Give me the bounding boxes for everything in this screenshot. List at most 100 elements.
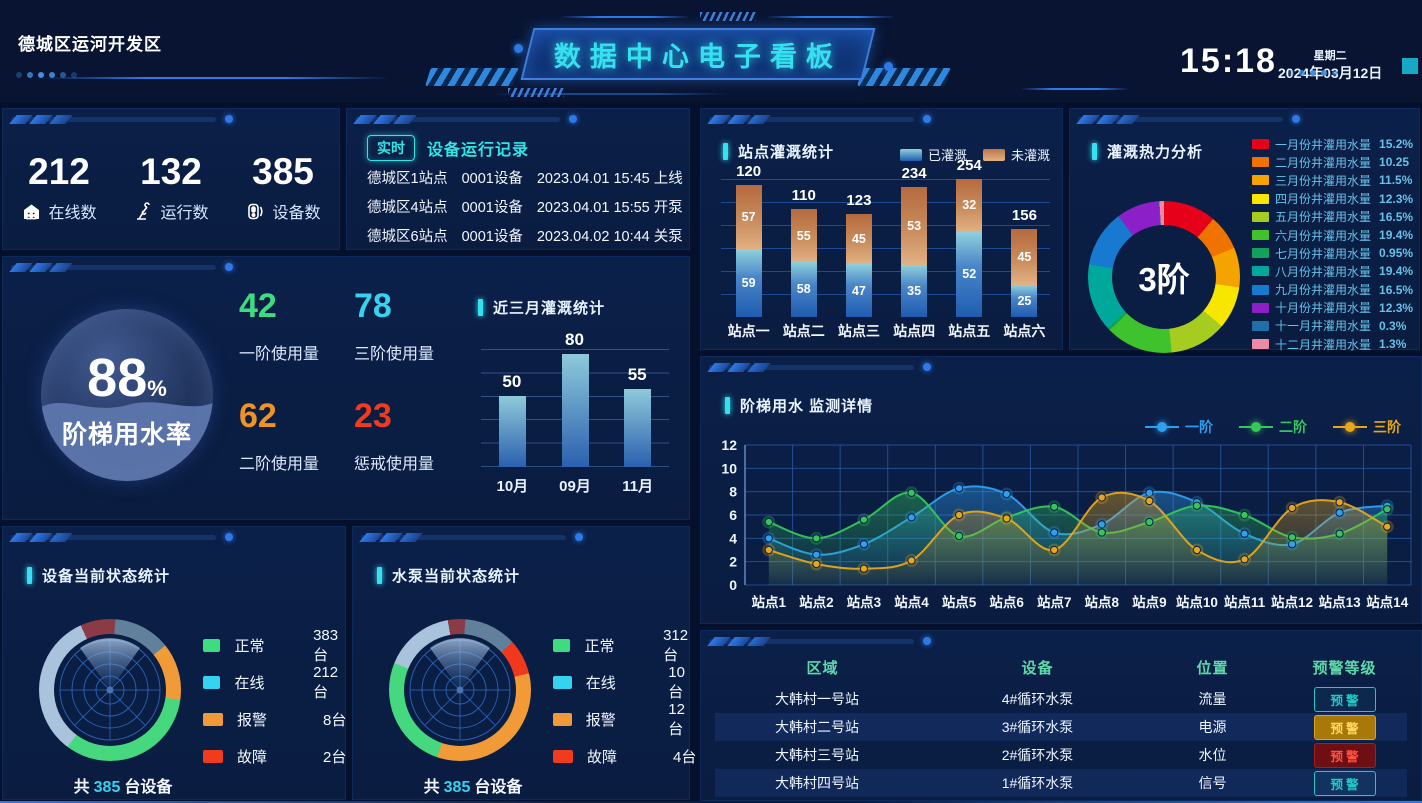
recent-months-title: 近三月灌溉统计	[493, 300, 606, 317]
heat-legend-item[interactable]: 十月份井灌用水量 12.3%	[1252, 299, 1415, 317]
radar-grid	[59, 638, 161, 741]
heat-legend-item[interactable]: 十一月井灌用水量 0.3%	[1252, 317, 1415, 335]
heat-legend-item[interactable]: 二月份井灌用水量 10.25	[1252, 153, 1415, 171]
record-row: 德城区4站点 0001设备 2023.04.01 15:55 开泵	[367, 194, 683, 223]
status-ring-chart	[39, 619, 181, 761]
heat-legend-item[interactable]: 八月份井灌用水量 19.4%	[1252, 262, 1415, 280]
radar-grid	[409, 638, 511, 741]
water-stat-二阶使用量: 62 二阶使用量	[239, 397, 354, 507]
mini-bar-value: 55	[627, 365, 647, 385]
cell-level: 预警	[1280, 686, 1409, 712]
panel-step-water: 阶梯用水 监测详情 一阶 二阶 三阶 0 2 4 6 8 10 12 站点1 站点2 站点3 站点4 站点…	[700, 356, 1422, 624]
header-hatch-bottom	[508, 88, 564, 97]
status-total: 共 385 台设备	[43, 773, 203, 797]
cell-level: 预警	[1280, 714, 1409, 740]
record-datetime-action: 2023.04.01 15:45 上线	[536, 171, 683, 187]
table-row[interactable]: 大韩村二号站 3#循环水泵 电源 预警	[715, 713, 1407, 741]
panel-device-stats: 212 在线数 132 运行数 385 设备数	[2, 108, 340, 250]
cell-device: 1#循环水泵	[1001, 775, 1074, 791]
status-legend-item[interactable]: 正常 312台	[553, 627, 698, 664]
segment-not-irrigated: 57	[735, 184, 762, 250]
table-row[interactable]: 大韩村一号站 4#循环水泵 流量 预警	[715, 685, 1407, 713]
total-prefix: 共	[423, 779, 440, 796]
legend-value: 0.3%	[1379, 318, 1407, 333]
water-stat-三阶使用量: 78 三阶使用量	[354, 287, 469, 397]
warning-button[interactable]: 预警	[1313, 742, 1376, 768]
status-legend-item[interactable]: 在线 212台	[203, 664, 348, 701]
heat-legend-item[interactable]: 十二月井灌用水量 1.3%	[1252, 335, 1415, 353]
line-legend-item-二阶[interactable]: 二阶	[1239, 417, 1307, 437]
legend-value: 12台	[668, 700, 685, 738]
status-legend-item[interactable]: 故障 4台	[553, 738, 698, 775]
stacked-bar: 47 45 123	[845, 192, 872, 317]
legend-item-已灌溉[interactable]: 已灌溉	[899, 145, 967, 164]
stat-item-在线数: 212 在线数	[21, 151, 97, 223]
legend-swatch	[1252, 339, 1269, 350]
status-legend: 正常 383台 在线 212台报警 8台故障 2台	[203, 627, 348, 775]
warning-button[interactable]: 预警	[1313, 686, 1376, 712]
legend-label: 已灌溉	[927, 148, 967, 163]
legend-value: 12.3%	[1379, 191, 1414, 206]
svg-text:6: 6	[729, 507, 737, 523]
line-legend-item-一阶[interactable]: 一阶	[1145, 417, 1213, 437]
cell-device: 2#循环水泵	[1001, 747, 1074, 763]
svg-text:站点9: 站点9	[1132, 594, 1167, 610]
status-legend-item[interactable]: 在线 10台	[553, 664, 698, 701]
svg-text:站点11: 站点11	[1224, 594, 1266, 610]
legend-dot	[1251, 422, 1261, 432]
legend-label: 报警	[237, 712, 268, 729]
date: 2024年03月12日	[1278, 65, 1383, 81]
chart-title: 站点灌溉统计	[723, 141, 834, 162]
chart-title: 灌溉热力分析	[1092, 141, 1203, 162]
title-tick	[725, 397, 730, 414]
legend-value: 2台	[323, 749, 347, 766]
status-legend-item[interactable]: 报警 8台	[203, 701, 348, 738]
line-legend-item-三阶[interactable]: 三阶	[1333, 417, 1401, 437]
heat-legend-item[interactable]: 四月份井灌用水量 12.3%	[1252, 190, 1415, 208]
status-legend-item[interactable]: 报警 12台	[553, 701, 698, 738]
legend-swatch	[899, 148, 922, 161]
clock-date: 星期二 2024年03月12日	[1278, 47, 1382, 83]
bar-total: 234	[901, 165, 927, 183]
legend-swatch	[1252, 175, 1269, 186]
cell-area: 大韩村三号站	[775, 747, 859, 763]
corner-block	[1402, 58, 1418, 74]
warning-button[interactable]: 预警	[1313, 770, 1376, 796]
svg-text:12: 12	[721, 437, 737, 453]
heat-legend-item[interactable]: 七月份井灌用水量 0.95%	[1252, 244, 1415, 262]
table-row[interactable]: 大韩村三号站 2#循环水泵 水位 预警	[715, 741, 1407, 769]
heat-legend-item[interactable]: 九月份井灌用水量 16.5%	[1252, 281, 1415, 299]
panel-deco	[707, 637, 937, 647]
heat-legend-item[interactable]: 一月份井灌用水量 15.2%	[1252, 135, 1415, 153]
records-title: 设备运行记录	[427, 142, 530, 159]
heat-analysis-title: 灌溉热力分析	[1107, 144, 1204, 161]
legend-label: 五月份井灌用水量	[1275, 210, 1372, 225]
heat-legend-item[interactable]: 三月份井灌用水量 11.5%	[1252, 171, 1415, 189]
station-irrigation-legend: 已灌溉 未灌溉	[899, 145, 1050, 164]
header-dots-left	[16, 72, 77, 78]
legend-swatch	[1252, 248, 1269, 259]
stat-label: 在线数	[21, 199, 97, 223]
panel-deco	[9, 115, 239, 125]
warning-button[interactable]: 预警	[1313, 714, 1376, 740]
panel-device-status: 设备当前状态统计 正常 383台 在线 212台 报警 8台 故障 2台共 385 台设备	[2, 526, 346, 800]
panel-deco	[353, 115, 583, 125]
cell-area: 大韩村二号站	[775, 719, 859, 735]
legend-swatch	[1252, 266, 1269, 277]
status-legend-item[interactable]: 正常 383台	[203, 627, 348, 664]
cell-device: 4#循环水泵	[1001, 691, 1074, 707]
water-stat-label: 二阶使用量	[239, 456, 320, 473]
status-legend-item[interactable]: 故障 2台	[203, 738, 348, 775]
legend-item-未灌溉[interactable]: 未灌溉	[982, 145, 1050, 164]
legend-label: 正常	[234, 638, 265, 655]
water-stat-value: 23	[354, 397, 392, 435]
table-row[interactable]: 大韩村四号站 1#循环水泵 信号 预警	[715, 769, 1407, 797]
heat-legend-item[interactable]: 五月份井灌用水量 16.5%	[1252, 208, 1415, 226]
legend-marker	[1145, 422, 1179, 432]
heat-legend-item[interactable]: 六月份井灌用水量 19.4%	[1252, 226, 1415, 244]
panel-alerts-table: 区域 设备 位置 预警等级 大韩村一号站 4#循环水泵 流量 预警 大韩村二号站 3#循环水泵 电源…	[700, 630, 1422, 801]
legend-marker	[1333, 422, 1367, 432]
legend-value: 8台	[323, 712, 347, 729]
legend-swatch	[1252, 139, 1269, 150]
column-header-设备: 设备	[1021, 659, 1054, 677]
